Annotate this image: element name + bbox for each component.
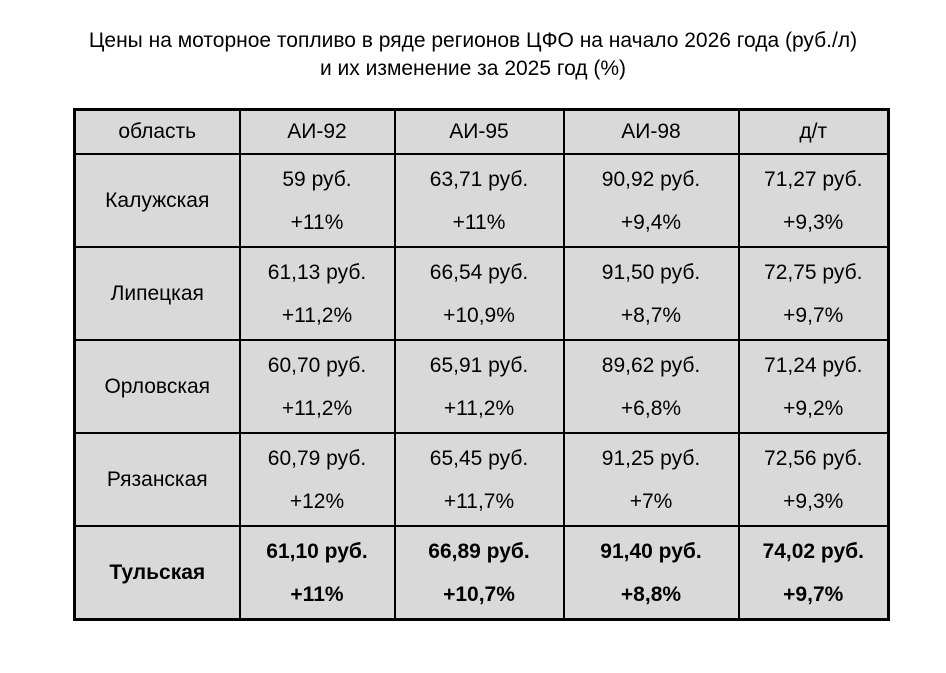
change-value: +11,7% [443,489,515,513]
price-value: 65,45 руб. [429,446,529,470]
price-value: 66,89 руб. [428,539,530,563]
ai95-cell: 63,71 руб. +11% [393,153,565,248]
ai98-cell: 91,25 руб. +7% [562,432,740,527]
price-value: 91,25 руб. [601,446,701,470]
header-row: область АИ-92 АИ-95 АИ-98 д/т [73,108,890,155]
price-value: 89,62 руб. [601,353,701,377]
price-value: 61,13 руб. [267,260,367,284]
table-row-lipetskaya: Липецкая 61,13 руб. +11,2% 66,54 руб. +1… [73,246,890,341]
change-value: +9,2% [783,396,844,420]
change-value: +6,8% [620,396,682,420]
ai92-cell: 61,13 руб. +11,2% [238,246,396,341]
price-value: 91,40 руб. [600,539,702,563]
table-row-tulskaya: Тульская 61,10 руб. +11% 66,89 руб. +10,… [73,525,890,621]
header-ai98: АИ-98 [562,108,740,155]
price-value: 60,79 руб. [267,446,367,470]
change-value: +11,2% [281,303,353,327]
price-value: 63,71 руб. [429,167,529,191]
ai92-cell: 59 руб. +11% [238,153,396,248]
price-value: 72,56 руб. [764,446,863,470]
region-cell: Калужская [73,153,241,248]
chart-title: Цены на моторное топливо в ряде регионов… [0,27,946,83]
change-value: +9,4% [620,210,682,234]
region-cell: Липецкая [73,246,241,341]
change-value: +11% [452,210,506,234]
change-value: +10,7% [443,582,515,606]
change-value: +9,7% [783,303,844,327]
price-value: 90,92 руб. [601,167,701,191]
change-value: +11,2% [443,396,515,420]
table-row-ryazanskaya: Рязанская 60,79 руб. +12% 65,45 руб. +11… [73,432,890,527]
ai98-cell: 90,92 руб. +9,4% [562,153,740,248]
price-value: 60,70 руб. [267,353,367,377]
change-value: +7% [629,489,673,513]
ai95-cell: 66,89 руб. +10,7% [393,525,565,621]
ai95-cell: 65,91 руб. +11,2% [393,339,565,434]
chart-title-line2: и их изменение за 2025 год (%) [319,57,627,80]
change-value: +12% [289,489,345,513]
ai92-cell: 61,10 руб. +11% [238,525,396,621]
change-value: +9,3% [783,489,844,513]
price-value: 71,27 руб. [764,167,863,191]
region-cell: Рязанская [73,432,241,527]
price-value: 71,24 руб. [764,353,863,377]
change-value: +11,2% [281,396,353,420]
change-value: +8,7% [620,303,682,327]
diesel-cell: 72,75 руб. +9,7% [737,246,890,341]
ai98-cell: 89,62 руб. +6,8% [562,339,740,434]
price-value: 61,10 руб. [266,539,368,563]
change-value: +9,7% [783,582,844,606]
ai95-cell: 66,54 руб. +10,9% [393,246,565,341]
price-value: 91,50 руб. [601,260,701,284]
ai95-cell: 65,45 руб. +11,7% [393,432,565,527]
table-row-orlovskaya: Орловская 60,70 руб. +11,2% 65,91 руб. +… [73,339,890,434]
price-value: 66,54 руб. [429,260,529,284]
diesel-cell: 72,56 руб. +9,3% [737,432,890,527]
change-value: +11% [290,210,344,234]
ai92-cell: 60,79 руб. +12% [238,432,396,527]
price-value: 59 руб. [282,167,352,191]
header-region: область [73,108,241,155]
price-value: 74,02 руб. [762,539,864,563]
ai92-cell: 60,70 руб. +11,2% [238,339,396,434]
region-cell: Тульская [73,525,241,621]
fuel-prices-table: область АИ-92 АИ-95 АИ-98 д/т Калужская … [73,108,890,621]
ai98-cell: 91,40 руб. +8,8% [562,525,740,621]
header-diesel: д/т [737,108,890,155]
price-value: 65,91 руб. [429,353,529,377]
header-ai95: АИ-95 [393,108,565,155]
chart-title-line1: Цены на моторное топливо в ряде регионов… [88,29,858,52]
diesel-cell: 71,24 руб. +9,2% [737,339,890,434]
ai98-cell: 91,50 руб. +8,7% [562,246,740,341]
change-value: +9,3% [783,210,844,234]
change-value: +8,8% [620,582,682,606]
change-value: +10,9% [443,303,515,327]
header-ai92: АИ-92 [238,108,396,155]
table-row-kaluzhskaya: Калужская 59 руб. +11% 63,71 руб. +11% 9… [73,153,890,248]
diesel-cell: 74,02 руб. +9,7% [737,525,890,621]
diesel-cell: 71,27 руб. +9,3% [737,153,890,248]
price-value: 72,75 руб. [764,260,863,284]
change-value: +11% [290,582,344,606]
region-cell: Орловская [73,339,241,434]
